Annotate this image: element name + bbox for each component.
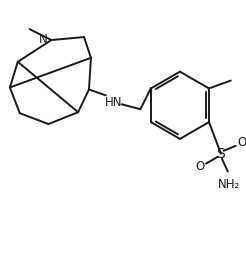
Text: HN: HN bbox=[105, 96, 123, 109]
Text: NH₂: NH₂ bbox=[218, 178, 240, 191]
Text: N: N bbox=[39, 33, 48, 46]
Text: O: O bbox=[196, 160, 205, 173]
Text: S: S bbox=[216, 147, 225, 161]
Text: O: O bbox=[237, 136, 246, 149]
